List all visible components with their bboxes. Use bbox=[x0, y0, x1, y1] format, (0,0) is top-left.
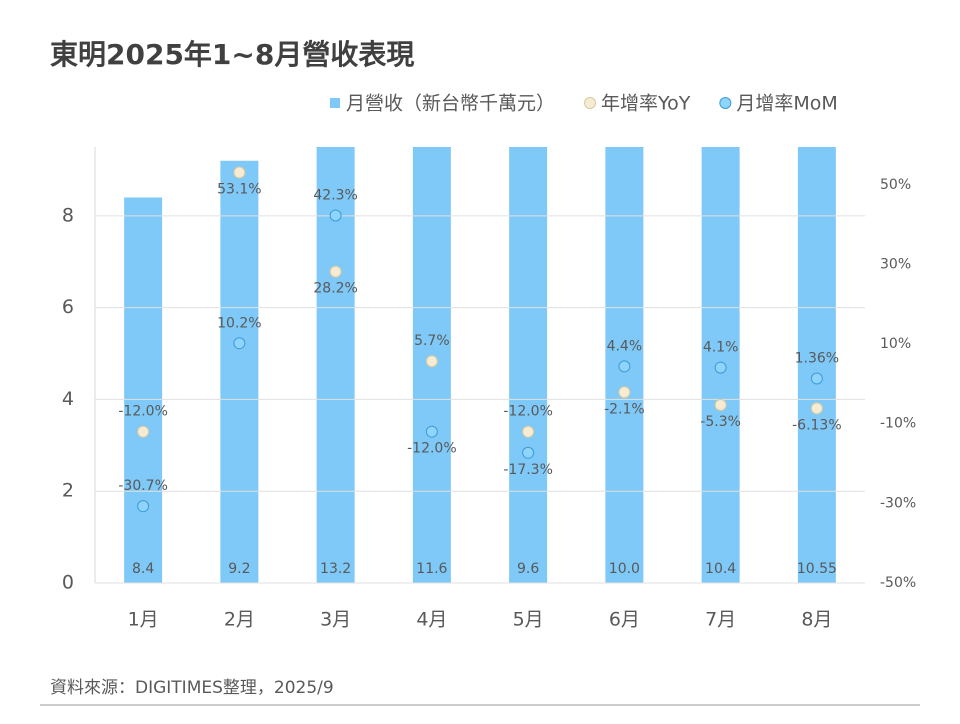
point-value-label: -30.7% bbox=[118, 478, 168, 494]
point-value-label: -6.13% bbox=[792, 417, 842, 433]
point-value-label: 10.2% bbox=[217, 315, 261, 331]
chart-title: 東明2025年1~8月營收表現 bbox=[50, 38, 414, 71]
x-tick-label: 4月 bbox=[416, 609, 447, 631]
bar-value-label: 9.2 bbox=[228, 561, 250, 577]
point-value-label: -12.0% bbox=[503, 404, 553, 420]
y-tick-label: 6 bbox=[62, 296, 74, 318]
plot-area bbox=[124, 147, 836, 584]
legend-swatch bbox=[584, 97, 597, 109]
y-tick-label: 4 bbox=[62, 388, 74, 410]
y2-tick-label: -10% bbox=[880, 416, 916, 432]
bar-value-label: 10.0 bbox=[609, 561, 640, 577]
point bbox=[714, 399, 727, 412]
point bbox=[714, 361, 727, 374]
point bbox=[233, 337, 246, 350]
x-tick-label: 2月 bbox=[224, 609, 255, 631]
y2-tick-label: -30% bbox=[880, 495, 916, 511]
x-tick-label: 6月 bbox=[609, 609, 640, 631]
legend-label: 月營收（新台幣千萬元） bbox=[346, 93, 555, 115]
point bbox=[425, 425, 438, 438]
point bbox=[137, 500, 150, 513]
legend-swatch bbox=[330, 98, 340, 108]
point-value-label: 4.1% bbox=[703, 340, 739, 356]
point bbox=[137, 425, 150, 438]
point bbox=[522, 425, 535, 438]
point-value-label: -2.1% bbox=[604, 401, 645, 417]
y2-tick-label: 30% bbox=[880, 256, 911, 272]
bar-value-label: 10.4 bbox=[705, 561, 736, 577]
point bbox=[329, 209, 342, 222]
source-note: 資料來源：DIGITIMES整理，2025/9 bbox=[50, 678, 334, 698]
x-tick-label: 7月 bbox=[705, 609, 736, 631]
point bbox=[425, 355, 438, 368]
y2-tick-label: 50% bbox=[880, 177, 911, 193]
y2-tick-label: 10% bbox=[880, 336, 911, 352]
bar bbox=[124, 197, 163, 584]
point bbox=[810, 372, 823, 385]
x-tick-label: 1月 bbox=[128, 609, 159, 631]
point-value-label: -5.3% bbox=[700, 414, 741, 430]
bar bbox=[509, 147, 548, 583]
bar-value-label: 10.55 bbox=[797, 561, 837, 577]
bar bbox=[220, 160, 259, 583]
bar-value-label: 13.2 bbox=[320, 561, 351, 577]
legend-label: 年增率YoY bbox=[601, 93, 691, 115]
point bbox=[233, 166, 246, 179]
y-tick-label: 0 bbox=[62, 572, 74, 594]
bar-value-label: 8.4 bbox=[132, 561, 154, 577]
point-value-label: 5.7% bbox=[414, 333, 450, 349]
bar bbox=[412, 147, 451, 584]
point-value-label: 4.4% bbox=[607, 338, 643, 354]
point bbox=[618, 360, 631, 373]
y-tick-label: 2 bbox=[62, 480, 74, 502]
point bbox=[329, 265, 342, 278]
point-value-label: 42.3% bbox=[313, 187, 357, 203]
bar-value-label: 11.6 bbox=[416, 561, 447, 577]
bar bbox=[797, 147, 836, 584]
x-tick-label: 8月 bbox=[801, 609, 832, 631]
point-value-label: 28.2% bbox=[313, 281, 357, 297]
x-tick-label: 5月 bbox=[513, 609, 544, 631]
point-value-label: -12.0% bbox=[407, 441, 457, 457]
point bbox=[618, 386, 631, 399]
point-value-label: 53.1% bbox=[217, 181, 261, 197]
point-value-label: -17.3% bbox=[503, 462, 553, 478]
y-tick-label: 8 bbox=[62, 204, 74, 226]
point bbox=[522, 446, 535, 459]
legend-swatch bbox=[719, 97, 732, 109]
point bbox=[810, 402, 823, 415]
point-value-label: -12.0% bbox=[118, 404, 168, 420]
bar-value-label: 9.6 bbox=[517, 561, 539, 577]
y2-tick-label: -50% bbox=[880, 575, 916, 591]
point-value-label: 1.36% bbox=[795, 350, 839, 366]
x-tick-label: 3月 bbox=[320, 609, 351, 631]
legend-label: 月增率MoM bbox=[736, 93, 837, 115]
